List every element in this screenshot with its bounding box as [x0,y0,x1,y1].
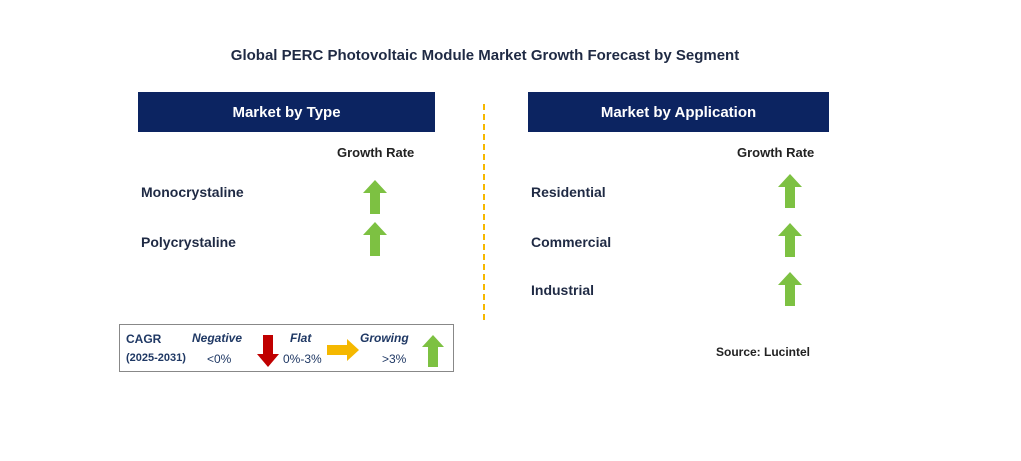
row-label-polycrystaline: Polycrystaline [141,234,236,250]
type-growth-rate-label: Growth Rate [337,145,415,160]
growing-arrow-icon [778,174,802,208]
legend-negative-label: Negative [192,331,243,345]
legend-period: (2025-2031) [126,352,186,364]
legend-growing-range: >3% [382,352,407,366]
growing-arrow-icon [363,180,387,214]
legend-cagr-label: CAGR [126,332,162,346]
growing-arrow-icon [363,222,387,256]
legend-flat-label: Flat [290,331,312,345]
negative-arrow-icon [257,335,279,367]
row-label-residential: Residential [531,184,606,200]
growing-arrow-icon [422,335,444,367]
type-panel-header: Market by Type [138,92,435,132]
legend-growing-label: Growing [360,331,409,345]
panel-divider [483,104,485,320]
chart-title: Global PERC Photovoltaic Module Market G… [230,47,740,64]
row-label-commercial: Commercial [531,234,612,250]
application-panel-header: Market by Application [528,92,829,132]
cagr-legend: CAGR (2025-2031) Negative <0% Flat 0%-3%… [119,324,454,372]
flat-arrow-icon [327,339,359,361]
row-label-industrial: Industrial [531,282,595,298]
row-label-monocrystaline: Monocrystaline [141,184,244,200]
growing-arrow-icon [778,272,802,306]
growing-arrow-icon [778,223,802,257]
legend-flat-range: 0%-3% [283,352,322,366]
legend-negative-range: <0% [207,352,232,366]
application-growth-rate-label: Growth Rate [737,145,815,160]
source-note: Source: Lucintel [716,345,811,359]
